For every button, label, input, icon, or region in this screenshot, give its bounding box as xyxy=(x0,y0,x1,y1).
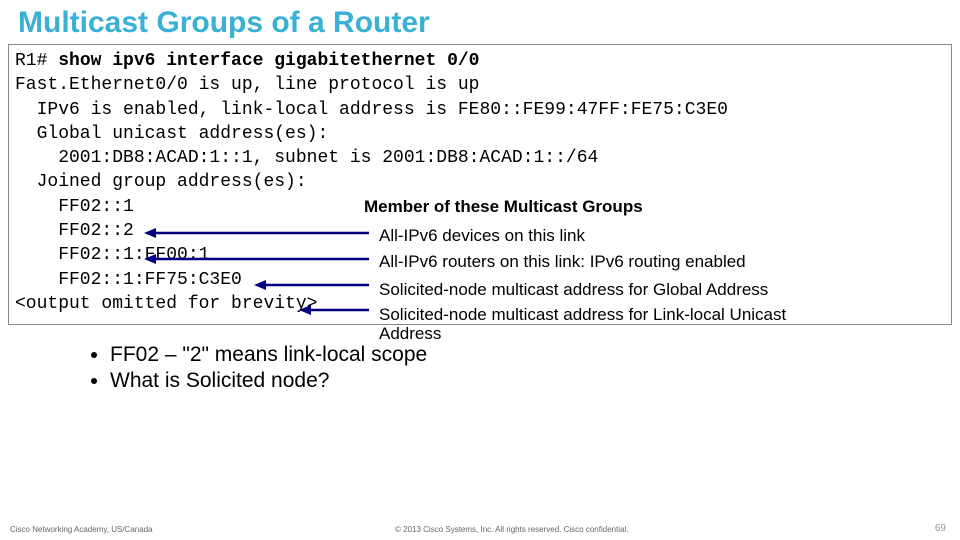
page-title: Multicast Groups of a Router xyxy=(0,0,960,44)
annotation-member-header: Member of these Multicast Groups xyxy=(364,196,643,219)
annotation-solicited-linklocal-2: Address xyxy=(379,323,441,346)
cli-command-line: R1# show ipv6 interface gigabitethernet … xyxy=(15,49,943,73)
bullet-item-solicited: What is Solicited node? xyxy=(110,369,960,393)
footer-copyright: © 2013 Cisco Systems, Inc. All rights re… xyxy=(395,525,629,534)
footer-left: Cisco Networking Academy, US/Canada xyxy=(10,525,153,534)
annotation-all-devices: All-IPv6 devices on this link xyxy=(379,225,585,248)
arrow-icon xyxy=(144,253,369,265)
arrow-icon xyxy=(254,279,369,291)
arrow-icon xyxy=(299,304,369,316)
annotation-solicited-global: Solicited-node multicast address for Glo… xyxy=(379,279,768,302)
bullet-list: FF02 – "2" means link-local scope What i… xyxy=(110,343,960,393)
arrow-icon xyxy=(144,227,369,239)
cli-ipv6-enabled: IPv6 is enabled, link-local address is F… xyxy=(15,98,943,122)
cli-global-header: Global unicast address(es): xyxy=(15,122,943,146)
cli-output-box: R1# show ipv6 interface gigabitethernet … xyxy=(8,44,952,325)
footer-page-number: 69 xyxy=(935,523,946,534)
cli-global-addr: 2001:DB8:ACAD:1::1, subnet is 2001:DB8:A… xyxy=(15,146,943,170)
cli-line-status: Fast.Ethernet0/0 is up, line protocol is… xyxy=(15,73,943,97)
cli-joined-header: Joined group address(es): xyxy=(15,170,943,194)
cli-prompt: R1# xyxy=(15,51,47,71)
cli-command: show ipv6 interface gigabitethernet 0/0 xyxy=(58,51,479,71)
annotation-all-routers: All-IPv6 routers on this link: IPv6 rout… xyxy=(379,251,746,274)
bullet-item-scope: FF02 – "2" means link-local scope xyxy=(110,343,960,367)
